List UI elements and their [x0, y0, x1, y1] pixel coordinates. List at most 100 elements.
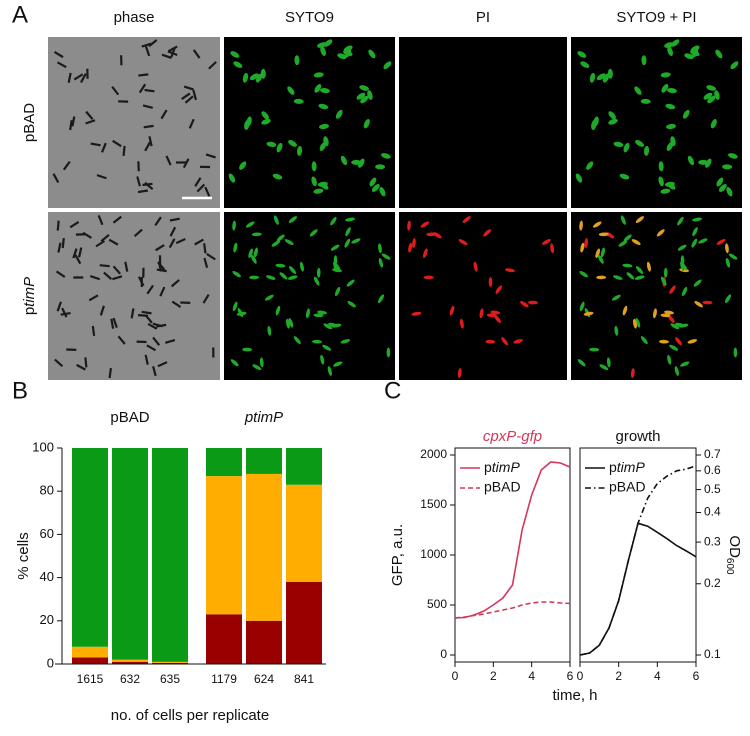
micrograph: [224, 212, 395, 380]
cell: [297, 145, 303, 156]
cell: [659, 339, 670, 344]
row-label: pBAD: [21, 103, 38, 142]
cell: [60, 311, 71, 316]
cell: [706, 85, 716, 91]
cell: [120, 55, 123, 66]
cell: [110, 318, 115, 329]
cell: [383, 61, 392, 70]
cell: [181, 92, 191, 100]
cell: [272, 173, 283, 180]
row-label: ptimP: [21, 277, 38, 315]
panel-label: A: [12, 1, 28, 28]
cell: [69, 221, 80, 229]
cell: [67, 72, 72, 83]
cell: [725, 257, 731, 268]
cell: [286, 318, 290, 329]
cell: [640, 98, 651, 104]
x-tick-label: 4: [654, 669, 661, 683]
cell: [182, 158, 190, 169]
cell: [375, 164, 386, 170]
cell: [351, 159, 362, 165]
cell: [88, 294, 99, 302]
cell: [313, 188, 324, 194]
cell: [641, 55, 647, 66]
cell: [635, 266, 644, 274]
cell: [346, 279, 355, 287]
cell: [619, 173, 630, 180]
cell: [264, 294, 274, 301]
cell: [618, 240, 628, 247]
cell: [344, 238, 351, 248]
cell: [327, 366, 333, 376]
legend-label: pBAD: [484, 479, 521, 495]
cell: [101, 142, 107, 153]
cell: [635, 140, 644, 147]
cell: [345, 217, 355, 222]
cell: [275, 263, 286, 268]
cell: [183, 85, 195, 91]
cell: [228, 173, 236, 183]
y-axis-label-subscript: 600: [724, 558, 735, 575]
cell: [212, 347, 215, 358]
cell: [309, 229, 318, 237]
cell: [702, 300, 713, 305]
cell: [386, 347, 391, 358]
cell: [142, 182, 153, 187]
cell: [136, 340, 147, 344]
cell: [250, 254, 257, 264]
cell: [288, 140, 297, 147]
cell: [579, 270, 588, 278]
cell: [73, 276, 84, 279]
cell: [137, 314, 149, 317]
cell: [577, 359, 586, 367]
bar-segment: [246, 448, 282, 474]
cell: [124, 261, 129, 272]
cell: [412, 238, 416, 249]
cell: [299, 261, 304, 272]
cell: [253, 247, 258, 258]
cell: [169, 226, 177, 237]
cell: [293, 98, 304, 104]
cell: [675, 337, 683, 346]
cell: [606, 357, 611, 368]
cell: [664, 181, 675, 187]
cell: [613, 141, 624, 147]
y-tick-label: 0.4: [704, 505, 721, 519]
cell: [130, 308, 135, 319]
cell: [288, 216, 297, 223]
cell: [136, 176, 141, 187]
cell: [335, 109, 343, 119]
cell: [586, 161, 594, 170]
cell: [369, 177, 377, 187]
cell: [203, 243, 207, 254]
cell: [614, 325, 619, 336]
cell: [208, 61, 217, 70]
cell: [317, 181, 328, 187]
cell: [288, 318, 294, 328]
cell: [602, 73, 610, 83]
bar-segment: [72, 657, 108, 664]
bar-segment: [206, 476, 242, 615]
bar-segment: [112, 659, 148, 662]
cell: [486, 313, 497, 318]
cell: [622, 263, 633, 268]
cell: [266, 141, 277, 147]
cell: [666, 88, 677, 94]
cell: [473, 261, 478, 272]
y-tick-label: 0.3: [704, 534, 721, 548]
cell: [170, 279, 180, 288]
cell: [550, 243, 555, 254]
cell: [85, 119, 96, 125]
cell: [311, 161, 317, 172]
cell: [599, 364, 609, 371]
series-line: [454, 601, 571, 619]
cell: [714, 90, 720, 100]
cell: [320, 354, 325, 365]
cell: [152, 365, 157, 377]
cell: [715, 49, 723, 59]
bar-segment: [112, 661, 148, 664]
cell: [313, 313, 324, 318]
cell: [148, 136, 153, 147]
cell: [663, 267, 668, 278]
cell: [108, 238, 119, 246]
